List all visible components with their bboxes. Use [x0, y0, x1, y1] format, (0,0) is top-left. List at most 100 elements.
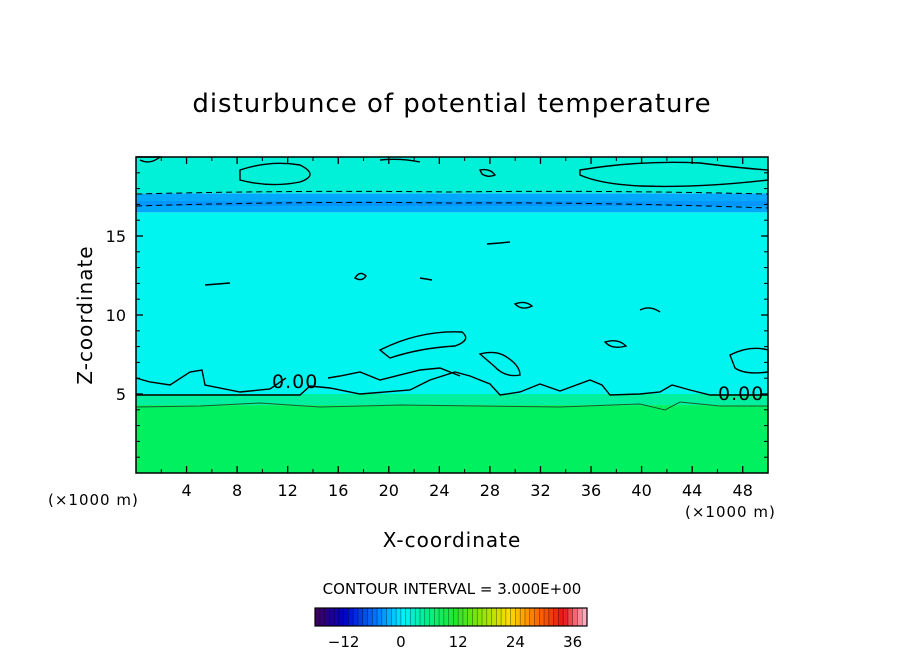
- colorbar-tick-label: 0: [396, 633, 406, 651]
- x-tick-label: 28: [480, 481, 500, 500]
- x-tick-label: 4: [181, 481, 191, 500]
- colorbar-tick-label: 12: [449, 633, 468, 651]
- colorbar-cell: [372, 608, 378, 626]
- contour-interval-label: CONTOUR INTERVAL = 3.000E+00: [323, 580, 582, 598]
- region-fill-1: [136, 394, 768, 406]
- x-tick-label: 48: [733, 481, 753, 500]
- band-core-fill: [136, 201, 768, 206]
- colorbar-cell: [419, 608, 426, 626]
- x-tick-label: 24: [429, 481, 449, 500]
- x-tick-label: 12: [278, 481, 298, 500]
- colorbar: [314, 607, 588, 627]
- colorbar-cell: [467, 608, 473, 626]
- x-axis-ticks: 4 8 12 16 20 24 28 32 36 40 44 48: [160, 157, 753, 500]
- contour-speck-7: [603, 339, 628, 349]
- colorbar-ticks: −12 0 12 24 36: [328, 633, 582, 651]
- colorbar-cell: [453, 608, 459, 626]
- colorbar-cell: [391, 608, 397, 626]
- colorbar-cell: [458, 608, 464, 626]
- contour-zero-upper: [135, 367, 461, 393]
- colorbar-cell: [405, 608, 411, 626]
- contour-lower-boundary: [135, 401, 768, 411]
- colorbar-cell: [367, 608, 373, 626]
- colorbar-cell: [377, 608, 383, 626]
- colorbar-cell: [343, 608, 349, 626]
- colorbar-cell: [324, 608, 330, 626]
- contour-negative-1: [135, 190, 769, 195]
- y-tick-label: 5: [116, 385, 126, 404]
- contour-label-right: 0.00: [718, 383, 764, 405]
- colorbar-cell: [381, 608, 387, 626]
- colorbar-cell: [386, 608, 392, 626]
- colorbar-cell: [486, 608, 492, 626]
- colorbar-cell: [424, 608, 430, 626]
- colorbar-tick-label: 24: [506, 633, 525, 651]
- colorbar-cell: [496, 608, 502, 626]
- x-tick-label: 44: [682, 481, 702, 500]
- z-unit-label: (×1000 m): [48, 491, 139, 509]
- colorbar-cell: [348, 608, 354, 626]
- contour-speck-3: [419, 277, 433, 281]
- colorbar-cell: [491, 608, 497, 626]
- colorbar-cell: [501, 608, 507, 626]
- colorbar-cell: [510, 608, 516, 626]
- colorbar-cell: [477, 608, 483, 626]
- colorbar-cell: [515, 608, 521, 626]
- colorbar-cell: [319, 608, 325, 626]
- colorbar-cell: [396, 608, 402, 626]
- contour-speck-5: [204, 282, 231, 286]
- colorbar-cell: [563, 608, 569, 626]
- contour-zero-base: [136, 371, 768, 396]
- colorbar-cell: [567, 608, 573, 626]
- contour-speck-6: [639, 307, 661, 313]
- colorbar-cell: [353, 608, 359, 626]
- x-tick-label: 16: [328, 481, 348, 500]
- colorbar-cell: [429, 608, 435, 626]
- y-tick-label: 10: [106, 306, 126, 325]
- colorbar-cell: [539, 608, 545, 626]
- colorbar-cell: [482, 608, 488, 626]
- x-tick-label: 40: [631, 481, 651, 500]
- x-tick-label: 8: [232, 481, 242, 500]
- colorbar-cell: [520, 608, 526, 626]
- colorbar-cell: [572, 608, 578, 626]
- contour-speck-4: [513, 301, 534, 309]
- region-fill-0: [136, 405, 768, 473]
- colorbar-tick-label: 36: [563, 633, 582, 651]
- colorbar-cell: [582, 608, 588, 626]
- colorbar-cell: [410, 608, 416, 626]
- contour-blob-2: [478, 351, 521, 377]
- colorbar-frame: [314, 607, 588, 627]
- colorbar-cell: [362, 608, 368, 626]
- contour-negative-lines: [135, 190, 769, 209]
- region-fill-2: [136, 212, 768, 394]
- colorbar-cell: [534, 608, 540, 626]
- colorbar-cell: [357, 608, 364, 626]
- colorbar-cell: [443, 608, 449, 626]
- colorbar-cell: [529, 608, 535, 626]
- y-tick-label: 15: [106, 227, 126, 246]
- colorbar-cell: [462, 608, 469, 626]
- x-unit-label: (×1000 m): [685, 503, 776, 521]
- contour-speck-2: [354, 272, 367, 281]
- x-axis-label: X-coordinate: [383, 528, 522, 552]
- contour-speck-1: [486, 241, 511, 245]
- colorbar-cell: [544, 608, 550, 626]
- colorbar-cell: [415, 608, 421, 626]
- colorbar-cell: [472, 608, 478, 626]
- colorbar-cell: [448, 608, 454, 626]
- colorbar-cell: [505, 608, 511, 626]
- y-axis-ticks: 5 10 15: [106, 172, 768, 458]
- contour-negative-2: [135, 201, 769, 209]
- x-tick-label: 20: [379, 481, 399, 500]
- colorbar-cell: [315, 608, 321, 626]
- colorbar-cell: [553, 608, 559, 626]
- colorbar-tick-label: −12: [328, 633, 360, 651]
- plot-fills: [136, 157, 768, 473]
- contour-label-left: 0.00: [272, 371, 318, 393]
- colorbar-cell: [329, 608, 335, 626]
- colorbar-cell: [400, 608, 406, 626]
- colorbar-cell: [524, 608, 531, 626]
- colorbar-cell: [577, 608, 583, 626]
